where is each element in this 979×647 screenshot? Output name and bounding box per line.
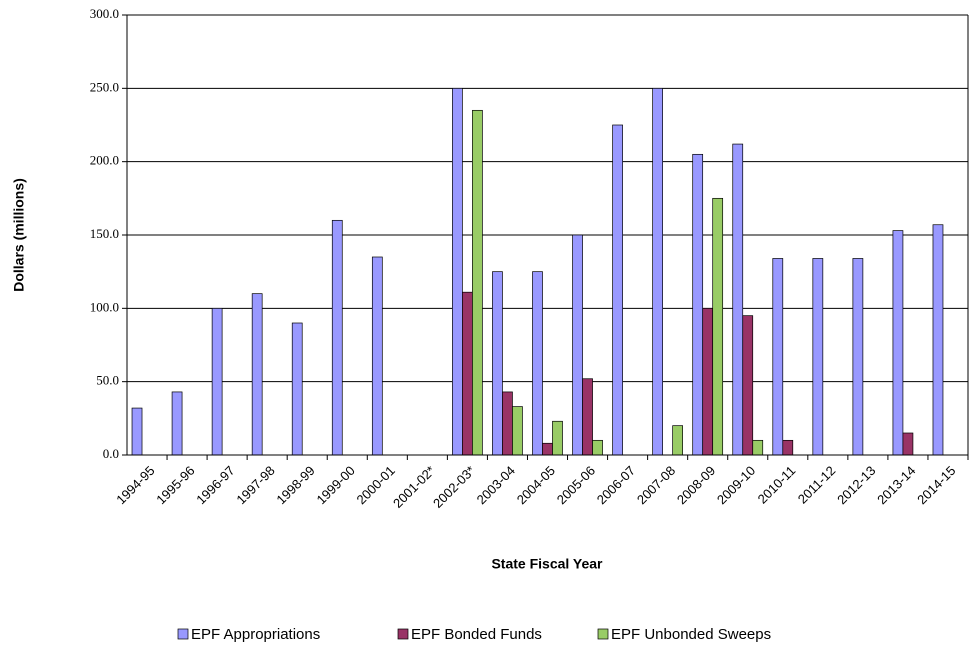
bar	[592, 439, 603, 456]
y-tick-label: 250.0	[90, 79, 119, 94]
bar	[752, 439, 764, 456]
bar	[572, 234, 583, 456]
bar	[472, 109, 483, 456]
bar	[492, 271, 503, 456]
x-tick-label: 1996-97	[193, 463, 237, 507]
bar	[672, 425, 683, 456]
x-tick-label: 2007-08	[634, 463, 678, 507]
x-tick-label: 2014-15	[914, 463, 958, 507]
x-tick-label: 1997-98	[233, 463, 277, 507]
x-tick-label: 2006-07	[594, 463, 638, 507]
bar	[612, 124, 623, 456]
x-tick-label: 1998-99	[273, 463, 317, 507]
bar	[742, 315, 754, 456]
bar	[652, 87, 663, 456]
legend-label: EPF Bonded Funds	[411, 626, 542, 643]
x-tick-label: 2013-14	[874, 463, 918, 507]
legend-swatch	[597, 628, 609, 640]
y-tick-label: 50.0	[96, 373, 119, 388]
bar	[902, 432, 914, 456]
bar	[932, 224, 944, 456]
x-tick-label: 2011-12	[795, 463, 839, 507]
y-tick-label: 100.0	[90, 299, 119, 314]
x-tick-label: 2010-11	[755, 463, 799, 507]
bar	[371, 256, 383, 456]
bar	[131, 407, 143, 456]
bar	[892, 230, 904, 456]
bar	[702, 307, 714, 456]
x-tick-label: 1995-96	[153, 463, 197, 507]
bar	[732, 143, 744, 456]
bar	[772, 258, 784, 456]
legend-swatch	[177, 628, 189, 640]
x-tick-label: 1999-00	[313, 463, 357, 507]
bar	[782, 439, 794, 456]
x-tick-label: 2004-05	[514, 463, 558, 507]
x-tick-label: 2002-03*	[430, 463, 478, 511]
y-tick-label: 300.0	[90, 6, 119, 21]
bar	[452, 87, 463, 456]
x-tick-label: 2001-02*	[390, 463, 438, 511]
x-tick-label: 1994-95	[113, 463, 157, 507]
bar	[582, 378, 593, 456]
x-axis-title: State Fiscal Year	[491, 556, 603, 572]
legend-label: EPF Unbonded Sweeps	[611, 626, 771, 643]
bar	[291, 322, 303, 456]
legend-label: EPF Appropriations	[191, 626, 320, 643]
bar	[812, 258, 824, 456]
bar	[331, 219, 343, 456]
bar	[462, 291, 473, 456]
x-tick-label: 2003-04	[474, 463, 518, 507]
bar	[171, 391, 183, 456]
y-axis-title: Dollars (millions)	[11, 178, 27, 292]
x-tick-label: 2005-06	[554, 463, 598, 507]
bar	[552, 420, 563, 456]
y-tick-label: 0.0	[103, 446, 119, 461]
bar	[512, 406, 523, 456]
bar	[692, 153, 704, 456]
y-tick-label: 150.0	[90, 226, 119, 241]
bar	[502, 391, 513, 456]
bar	[852, 258, 864, 456]
x-tick-label: 2008-09	[674, 463, 718, 507]
bar	[542, 442, 553, 456]
bar	[532, 271, 543, 456]
bar	[211, 307, 223, 456]
x-tick-label: 2012-13	[834, 463, 878, 507]
y-tick-label: 200.0	[90, 153, 119, 168]
legend-swatch	[397, 628, 409, 640]
bar	[251, 293, 263, 456]
x-tick-label: 2009-10	[714, 463, 758, 507]
bar	[712, 197, 724, 456]
